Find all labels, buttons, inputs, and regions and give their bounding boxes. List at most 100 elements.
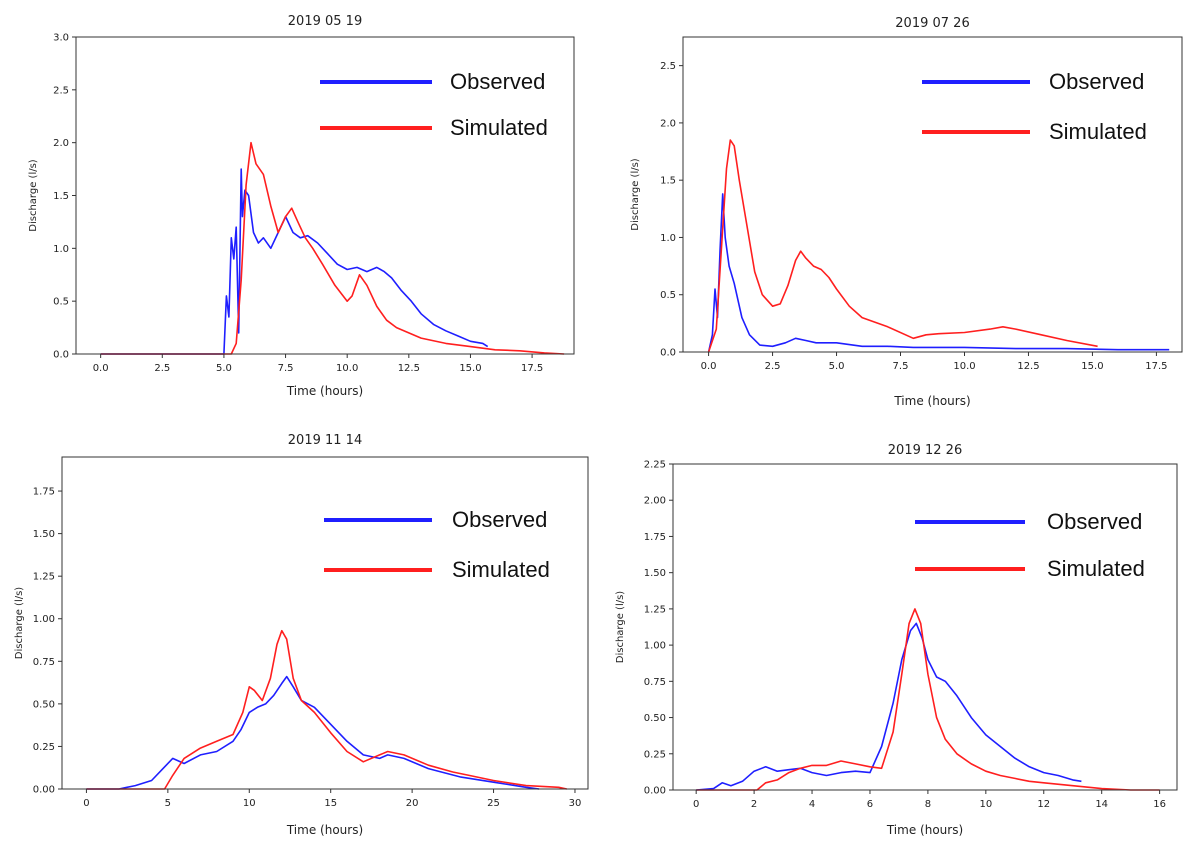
chart-panel-4: 2019 12 26 0 2 4 6 8 10 12 14 16 0.00 0.25 0.50 0.75 1… (592, 418, 1184, 837)
chart-title-3: 2019 11 14 (288, 433, 362, 448)
series-line-observed (100, 168, 489, 355)
legend-label-simulated: Simulated (450, 115, 548, 140)
series-line-observed (86, 675, 540, 790)
chart-panel-2: 2019 07 26 0.0 2.5 5.0 7.5 10.0 12.5 15.0 17.5 0.… (592, 0, 1184, 418)
chart-svg-1: 2019 05 19 0.0 2.5 5.0 7.5 10.0 12.5 15.0 17.5 0.… (28, 14, 575, 398)
x-tick-label: 20 (406, 798, 419, 809)
chart-svg-4: 2019 12 26 0 2 4 6 8 10 12 14 16 0.00 0.25 0.50 0.75 1… (615, 443, 1178, 837)
y-tick-label: 1.0 (660, 233, 676, 244)
legend: Observed Simulated (922, 69, 1147, 144)
x-axis-label: Time (hours) (893, 394, 970, 408)
y-tick-label: 2.0 (53, 138, 69, 149)
y-tick-label: 0.50 (644, 713, 666, 724)
x-tick-label: 17.5 (1145, 361, 1167, 372)
x-tick-label: 2.5 (765, 361, 781, 372)
y-tick-label: 1.50 (33, 529, 55, 540)
x-tick-label: 14 (1095, 799, 1108, 810)
x-axis-label: Time (hours) (286, 384, 363, 398)
x-tick-label: 17.5 (521, 363, 543, 374)
x-tick-label: 5 (165, 798, 171, 809)
chart-title-1: 2019 05 19 (288, 14, 362, 29)
chart-svg-3: 2019 11 14 0 5 10 15 20 25 30 0.00 0.25 0.50 0.75 1.… (14, 433, 589, 837)
x-tick-label: 12.5 (1017, 361, 1039, 372)
y-tick-label: 0.25 (644, 749, 666, 760)
y-tick-label: 3.0 (53, 33, 69, 44)
legend-label-observed: Observed (452, 507, 547, 532)
chart-panel-1: 2019 05 19 0.0 2.5 5.0 7.5 10.0 12.5 15.0 17.5 0.… (0, 0, 592, 418)
legend-label-simulated: Simulated (452, 557, 550, 582)
x-tick-label: 15.0 (1081, 361, 1103, 372)
y-tick-label: 0.5 (660, 290, 676, 301)
y-tick-label: 1.00 (644, 641, 666, 652)
x-tick-label: 30 (569, 798, 582, 809)
x-tick-label: 10.0 (336, 363, 358, 374)
x-tick-label: 4 (809, 799, 815, 810)
x-tick-label: 0 (83, 798, 89, 809)
y-axis-label: Discharge (l/s) (14, 587, 25, 660)
y-axis-label: Discharge (l/s) (28, 159, 39, 232)
x-tick-label: 15.0 (459, 363, 481, 374)
y-tick-label: 1.25 (644, 604, 666, 615)
x-tick-label: 10 (243, 798, 256, 809)
y-tick-label: 2.00 (644, 496, 666, 507)
legend-label-simulated: Simulated (1049, 119, 1147, 144)
y-tick-label: 1.0 (53, 244, 69, 255)
plot-frame (61, 456, 589, 790)
x-tick-label: 10.0 (953, 361, 975, 372)
series-line-simulated (696, 608, 1160, 791)
x-tick-label: 0 (693, 799, 699, 810)
x-tick-label: 12 (1037, 799, 1050, 810)
y-tick-label: 1.75 (33, 487, 55, 498)
legend: Observed Simulated (320, 69, 548, 140)
y-tick-label: 0.00 (33, 785, 55, 796)
x-tick-label: 8 (925, 799, 931, 810)
series-line-observed (707, 193, 1170, 353)
x-tick-label: 7.5 (893, 361, 909, 372)
x-axis-label: Time (hours) (886, 823, 963, 837)
x-tick-label: 15 (324, 798, 337, 809)
plot-frame (672, 463, 1178, 791)
legend: Observed Simulated (915, 509, 1145, 581)
x-tick-label: 7.5 (278, 363, 294, 374)
x-tick-label: 2.5 (154, 363, 170, 374)
x-tick-label: 12.5 (398, 363, 420, 374)
y-tick-label: 0.5 (53, 297, 69, 308)
y-tick-label: 2.25 (644, 460, 666, 471)
series-line-simulated (86, 629, 567, 790)
y-tick-label: 0.50 (33, 699, 55, 710)
y-tick-label: 2.5 (660, 61, 676, 72)
y-tick-label: 1.5 (53, 191, 69, 202)
y-tick-label: 1.25 (33, 572, 55, 583)
y-tick-label: 0.0 (53, 350, 69, 361)
chart-title-4: 2019 12 26 (888, 443, 962, 458)
x-axis-label: Time (hours) (286, 823, 363, 837)
legend-label-observed: Observed (1047, 509, 1142, 534)
y-tick-label: 1.50 (644, 568, 666, 579)
y-tick-label: 1.75 (644, 532, 666, 543)
y-axis-label: Discharge (l/s) (615, 591, 626, 664)
x-tick-label: 0.0 (93, 363, 109, 374)
legend-label-observed: Observed (450, 69, 545, 94)
plot-frame (682, 36, 1183, 353)
x-tick-label: 5.0 (216, 363, 232, 374)
y-tick-label: 0.75 (644, 677, 666, 688)
y-tick-label: 1.5 (660, 176, 676, 187)
y-tick-label: 0.0 (660, 348, 676, 359)
legend-label-simulated: Simulated (1047, 556, 1145, 581)
x-tick-label: 25 (487, 798, 500, 809)
y-tick-label: 2.5 (53, 85, 69, 96)
chart-svg-2: 2019 07 26 0.0 2.5 5.0 7.5 10.0 12.5 15.0 17.5 0.… (630, 16, 1183, 408)
legend: Observed Simulated (324, 507, 550, 582)
y-axis-label: Discharge (l/s) (630, 158, 641, 231)
x-tick-label: 0.0 (701, 361, 717, 372)
x-tick-label: 10 (979, 799, 992, 810)
chart-panel-3: 2019 11 14 0 5 10 15 20 25 30 0.00 0.25 0.50 0.75 1.… (0, 418, 592, 837)
y-tick-label: 0.00 (644, 786, 666, 797)
y-tick-label: 1.00 (33, 614, 55, 625)
y-tick-label: 2.0 (660, 118, 676, 129)
x-tick-label: 5.0 (829, 361, 845, 372)
legend-label-observed: Observed (1049, 69, 1144, 94)
y-tick-label: 0.25 (33, 742, 55, 753)
x-tick-label: 2 (751, 799, 757, 810)
x-tick-label: 16 (1153, 799, 1166, 810)
